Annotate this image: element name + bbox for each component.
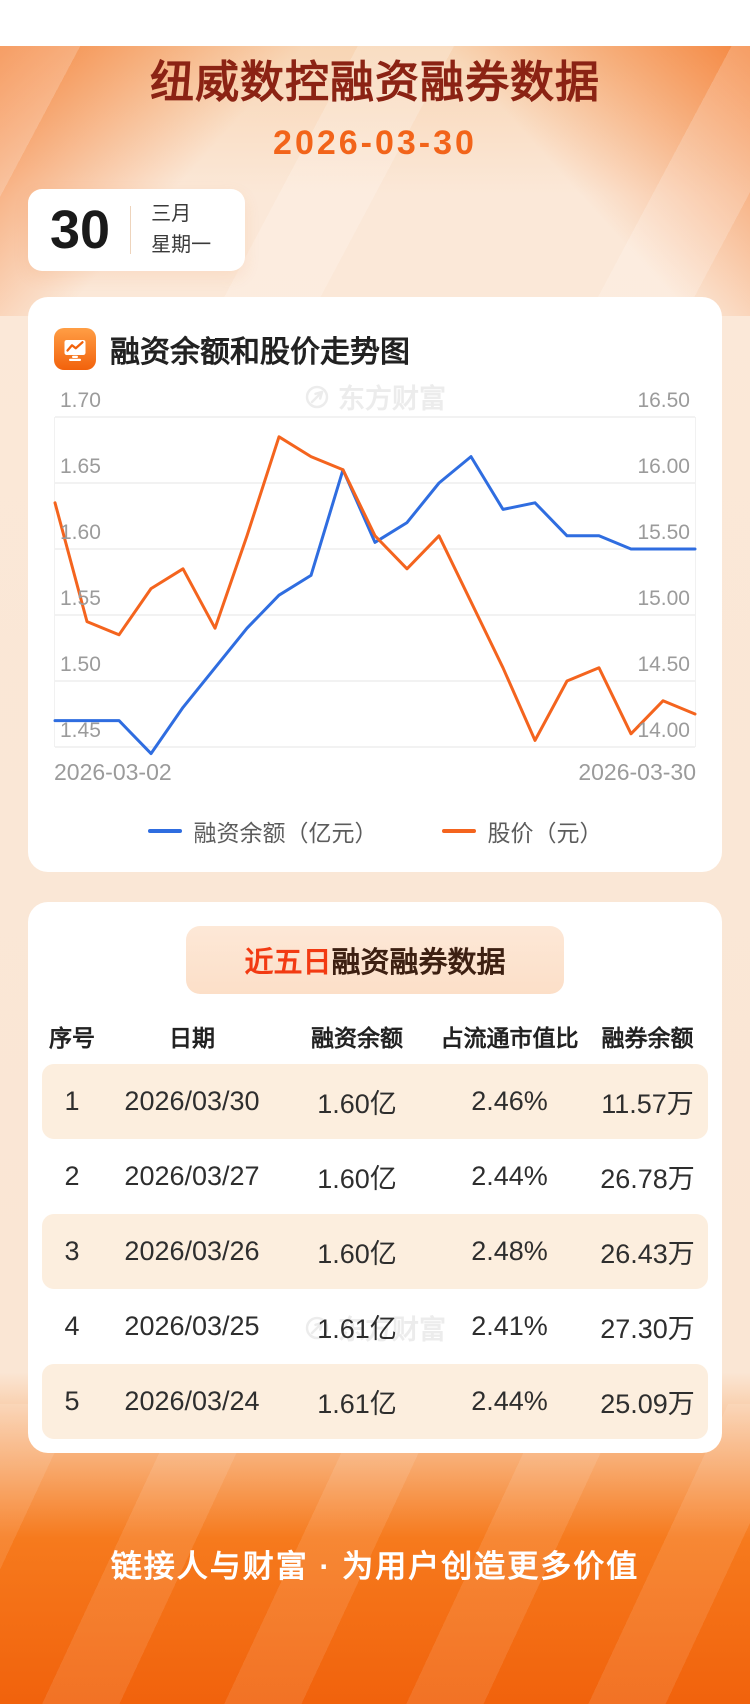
table-cell: 2.48%	[471, 1236, 548, 1266]
y-axis-label-right: 14.50	[637, 653, 690, 676]
trend-chart-icon	[54, 328, 96, 370]
table-cell: 5	[64, 1386, 80, 1416]
y-axis-label-left: 1.55	[60, 587, 101, 610]
table-cell: 1	[64, 1086, 80, 1116]
column-header: 占流通市值比	[440, 1025, 579, 1051]
legend-label: 股价（元）	[487, 820, 603, 846]
table-cell: 3	[64, 1236, 80, 1266]
watermark: 东方财富	[304, 377, 446, 416]
chart-legend: 融资余额（亿元） 股价（元）	[54, 814, 696, 848]
table-cell: 25.09万	[600, 1389, 695, 1419]
table-cell: 2.44%	[471, 1386, 548, 1416]
y-axis-label-left: 1.65	[60, 455, 101, 478]
table-cell: 2.41%	[471, 1311, 548, 1341]
table-cell: 2026/03/24	[124, 1386, 260, 1416]
y-axis-label-left: 1.50	[60, 653, 101, 676]
legend-label: 融资余额（亿元）	[193, 820, 378, 846]
table-cell: 2026/03/27	[124, 1161, 260, 1191]
calendar-divider	[130, 206, 132, 254]
x-axis-start-label: 2026-03-02	[54, 759, 172, 785]
y-axis-label-right: 15.00	[637, 587, 690, 610]
watermark-text: 东方财富	[338, 384, 446, 414]
column-header: 融券余额	[601, 1025, 694, 1051]
series-line	[53, 455, 697, 756]
table-cell: 2	[64, 1161, 80, 1191]
legend-swatch	[441, 829, 476, 833]
table-title-highlight: 近五日	[244, 947, 332, 979]
legend-item: 股价（元）	[441, 814, 603, 848]
plot-area: 1.70 1.65 1.60 1.55 1.50 1.45 16.50 16.00 15.50 1…	[53, 390, 697, 756]
table-row: 5 2026/03/24 1.61亿 2.44% 25.09万	[42, 1364, 708, 1439]
y-axis-label-left: 1.70	[60, 389, 101, 412]
y-axis-label-right: 15.50	[637, 521, 690, 544]
table-cell: 2.46%	[471, 1086, 548, 1116]
table-cell: 2026/03/30	[124, 1086, 260, 1116]
series-line	[53, 435, 697, 742]
eastmoney-logo-icon	[305, 385, 329, 408]
y-axis-label-left: 1.45	[60, 719, 101, 742]
table-title-badge: 近五日融资融券数据	[186, 926, 564, 994]
trend-chart-icon-glyph	[64, 340, 86, 361]
chart-title: 融资余额和股价走势图	[110, 336, 410, 369]
table-body: 1 2026/03/30 1.60亿 2.46% 11.57万 2 2026/03/27 1.…	[42, 1064, 708, 1439]
table-cell: 1.61亿	[317, 1389, 397, 1419]
table-row: 3 2026/03/26 1.60亿 2.48% 26.43万	[42, 1214, 708, 1289]
table-cell: 27.30万	[600, 1314, 695, 1344]
table-cell: 1.61亿	[317, 1314, 397, 1344]
legend-swatch	[147, 829, 182, 833]
calendar-card: 30 三月 星期一	[28, 189, 246, 271]
legend-item: 融资余额（亿元）	[147, 814, 378, 848]
page-date: 2026-03-30	[273, 124, 477, 162]
table-cell: 4	[64, 1311, 80, 1341]
column-header: 日期	[169, 1025, 215, 1051]
column-header: 融资余额	[311, 1025, 403, 1051]
table-cell: 11.57万	[601, 1089, 694, 1119]
chart-area: 东方财富 1.70 1.65 1.60 1.55 1.50 1.45 16.50 16.00 1…	[53, 384, 697, 848]
calendar-day: 30	[50, 200, 111, 260]
margin-data-table: 东方财富 序号 日期 融资余额 占流通市值比 融券余额 1 2026/03/30 1.60亿…	[42, 1008, 708, 1439]
footer-slogan: 链接人与财富 · 为用户创造更多价值	[110, 1549, 640, 1584]
table-cell: 2026/03/26	[124, 1236, 260, 1266]
y-axis-label-right: 16.50	[637, 389, 690, 412]
calendar-month: 三月	[151, 203, 192, 225]
table-card: 近五日融资融券数据 东方财富 序号 日期 融资余额 占流通市值比 融券余额 1 2026/…	[28, 902, 722, 1453]
table-cell: 1.60亿	[317, 1164, 397, 1194]
page-title: 纽威数控融资融券数据	[150, 58, 600, 107]
table-cell: 26.43万	[600, 1239, 695, 1269]
table-row: 1 2026/03/30 1.60亿 2.46% 11.57万	[42, 1064, 708, 1139]
table-cell: 26.78万	[600, 1164, 695, 1194]
column-header: 序号	[49, 1025, 95, 1051]
y-axis-label-right: 16.00	[637, 455, 690, 478]
table-cell: 1.60亿	[317, 1089, 397, 1119]
table-cell: 2.44%	[471, 1161, 548, 1191]
table-row: 4 2026/03/25 1.61亿 2.41% 27.30万	[42, 1289, 708, 1364]
chart-card: 融资余额和股价走势图 东方财富 1.70 1.65 1.60 1.55 1.50 1.45…	[28, 297, 722, 872]
x-axis-end-label: 2026-03-30	[578, 759, 696, 785]
table-header-row: 序号 日期 融资余额 占流通市值比 融券余额	[42, 1008, 708, 1064]
calendar-meta: 三月 星期一	[151, 199, 211, 261]
x-axis-labels: 2026-03-02 2026-03-30	[54, 759, 696, 786]
calendar-weekday: 星期一	[151, 234, 212, 256]
table-cell: 1.60亿	[317, 1239, 397, 1269]
chart-header: 融资余额和股价走势图	[54, 327, 696, 371]
line-chart	[53, 416, 697, 756]
y-axis-label-left: 1.60	[60, 521, 101, 544]
table-row: 2 2026/03/27 1.60亿 2.44% 26.78万	[42, 1139, 708, 1214]
table-title-rest: 融资融券数据	[331, 947, 506, 979]
y-axis-label-right: 14.00	[637, 719, 690, 742]
table-cell: 2026/03/25	[124, 1311, 260, 1341]
